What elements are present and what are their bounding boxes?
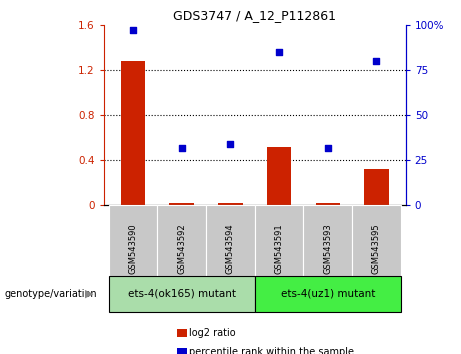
- Point: [324, 145, 331, 150]
- Point: [227, 141, 234, 147]
- Text: GSM543593: GSM543593: [323, 224, 332, 274]
- Text: GSM543591: GSM543591: [275, 224, 284, 274]
- Bar: [316, 203, 340, 205]
- Text: GSM543594: GSM543594: [226, 224, 235, 274]
- Bar: [218, 203, 242, 205]
- Point: [275, 49, 283, 55]
- Text: genotype/variation: genotype/variation: [5, 289, 97, 299]
- Bar: [121, 61, 145, 205]
- Bar: [364, 169, 389, 205]
- Text: GSM543590: GSM543590: [129, 224, 137, 274]
- Text: GSM543595: GSM543595: [372, 224, 381, 274]
- Text: ▶: ▶: [85, 289, 94, 299]
- Bar: [267, 147, 291, 205]
- Text: percentile rank within the sample: percentile rank within the sample: [189, 347, 354, 354]
- Point: [373, 58, 380, 64]
- Text: log2 ratio: log2 ratio: [189, 328, 235, 338]
- Point: [178, 145, 185, 150]
- Point: [129, 27, 136, 33]
- Text: ets-4(ok165) mutant: ets-4(ok165) mutant: [128, 289, 236, 299]
- Bar: [170, 203, 194, 205]
- Text: ets-4(uz1) mutant: ets-4(uz1) mutant: [281, 289, 375, 299]
- Text: GSM543592: GSM543592: [177, 224, 186, 274]
- Title: GDS3747 / A_12_P112861: GDS3747 / A_12_P112861: [173, 9, 336, 22]
